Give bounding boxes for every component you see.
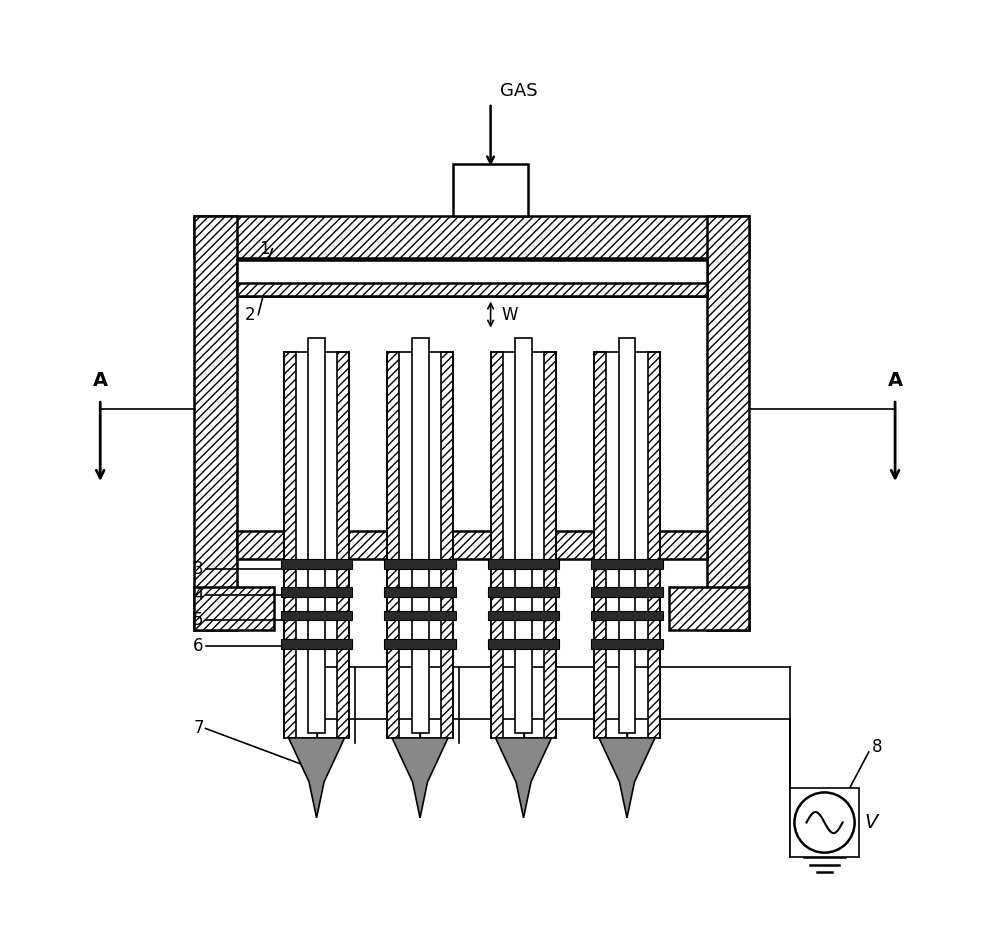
Bar bbox=[594, 352, 606, 738]
Bar bbox=[707, 215, 749, 630]
Bar bbox=[591, 559, 663, 568]
Bar bbox=[790, 788, 859, 857]
Bar bbox=[606, 352, 648, 738]
Bar bbox=[237, 283, 707, 296]
Bar bbox=[384, 587, 456, 597]
Bar bbox=[619, 338, 635, 734]
Bar bbox=[384, 559, 456, 568]
Bar bbox=[281, 559, 352, 568]
Text: 6: 6 bbox=[193, 637, 204, 655]
Bar bbox=[237, 530, 707, 559]
Bar bbox=[412, 338, 429, 734]
Text: 8: 8 bbox=[872, 738, 882, 756]
Bar bbox=[591, 611, 663, 621]
Bar bbox=[488, 559, 559, 568]
Bar bbox=[544, 352, 556, 738]
Text: W: W bbox=[502, 306, 518, 324]
Polygon shape bbox=[496, 738, 552, 818]
Bar bbox=[281, 587, 352, 597]
Bar bbox=[488, 639, 559, 648]
Bar bbox=[194, 587, 274, 630]
Bar bbox=[237, 260, 707, 296]
Bar bbox=[503, 352, 544, 738]
Bar bbox=[669, 587, 749, 630]
Text: GAS: GAS bbox=[500, 83, 538, 100]
Text: V: V bbox=[864, 813, 877, 832]
Text: 3: 3 bbox=[193, 560, 204, 578]
Bar bbox=[384, 611, 456, 621]
Bar bbox=[194, 215, 237, 630]
Text: A: A bbox=[93, 371, 108, 390]
Text: 7: 7 bbox=[193, 719, 204, 737]
Bar bbox=[591, 639, 663, 648]
Bar bbox=[591, 587, 663, 597]
Text: 5: 5 bbox=[193, 611, 204, 629]
Bar bbox=[296, 352, 337, 738]
Bar bbox=[308, 338, 325, 734]
Bar bbox=[387, 352, 399, 738]
Text: 1: 1 bbox=[259, 240, 270, 258]
Polygon shape bbox=[289, 738, 345, 818]
Bar bbox=[337, 352, 349, 738]
Bar bbox=[515, 338, 532, 734]
Bar bbox=[384, 639, 456, 648]
Bar bbox=[491, 352, 503, 738]
Bar bbox=[488, 611, 559, 621]
Bar bbox=[281, 639, 352, 648]
Bar bbox=[284, 352, 296, 738]
Bar bbox=[399, 352, 441, 738]
Bar bbox=[441, 352, 453, 738]
Text: A: A bbox=[888, 371, 903, 390]
Polygon shape bbox=[599, 738, 655, 818]
Bar bbox=[453, 164, 528, 215]
Text: 2: 2 bbox=[245, 306, 255, 324]
Bar bbox=[194, 215, 749, 258]
Bar bbox=[488, 587, 559, 597]
Bar bbox=[281, 611, 352, 621]
Text: 4: 4 bbox=[193, 586, 204, 604]
Polygon shape bbox=[392, 738, 448, 818]
Bar bbox=[648, 352, 660, 738]
